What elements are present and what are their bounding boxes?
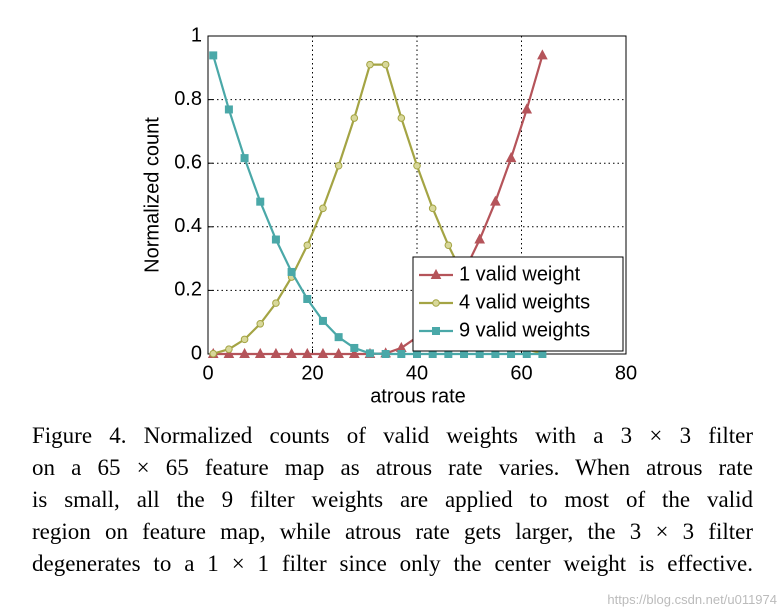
marker bbox=[319, 204, 327, 213]
legend-label: 1 valid weight bbox=[459, 263, 581, 285]
marker bbox=[254, 347, 266, 358]
marker bbox=[522, 350, 531, 358]
marker bbox=[209, 349, 218, 358]
marker bbox=[272, 299, 280, 307]
marker bbox=[286, 347, 297, 358]
caption-line: is small, all the 9 filter weights are a… bbox=[32, 487, 753, 512]
marker bbox=[271, 235, 280, 244]
y-axis-label: Normalized count bbox=[141, 117, 163, 273]
marker bbox=[365, 349, 374, 358]
marker bbox=[209, 51, 218, 60]
y-tick-label: 0 bbox=[191, 342, 202, 364]
x-tick-label: 80 bbox=[615, 362, 637, 384]
marker bbox=[301, 347, 313, 358]
marker bbox=[256, 197, 265, 206]
marker bbox=[223, 347, 235, 358]
marker bbox=[507, 350, 516, 358]
marker bbox=[475, 350, 484, 358]
marker bbox=[430, 268, 442, 279]
marker bbox=[350, 343, 359, 352]
chart: atrous rate Normalized count 0 0.2 0.4 0.6 0… bbox=[141, 24, 637, 407]
marker bbox=[491, 350, 500, 358]
marker bbox=[333, 347, 344, 358]
marker bbox=[303, 294, 312, 303]
series-line bbox=[212, 55, 543, 356]
marker bbox=[521, 103, 533, 114]
y-tick-label: 0.6 bbox=[174, 151, 202, 173]
marker bbox=[538, 350, 547, 358]
y-tick-label: 1 bbox=[191, 24, 202, 46]
marker bbox=[334, 333, 343, 342]
marker bbox=[366, 60, 374, 69]
legend-label: 4 valid weights bbox=[459, 291, 590, 313]
marker bbox=[240, 335, 249, 344]
marker bbox=[287, 267, 296, 276]
marker bbox=[239, 347, 250, 358]
marker bbox=[432, 327, 440, 335]
marker bbox=[413, 350, 421, 358]
marker bbox=[505, 152, 517, 163]
marker bbox=[490, 195, 501, 206]
marker bbox=[460, 350, 469, 358]
y-tick-label: 0.2 bbox=[174, 279, 202, 301]
marker bbox=[256, 319, 265, 328]
x-axis-label: atrous rate bbox=[370, 385, 466, 407]
marker bbox=[224, 105, 233, 114]
legend: 1 valid weight 4 valid weights 9 valid wei… bbox=[412, 256, 624, 352]
marker bbox=[413, 161, 421, 170]
marker bbox=[350, 114, 359, 122]
marker bbox=[397, 114, 406, 122]
watermark: https://blog.csdn.net/u011974 bbox=[607, 592, 777, 607]
y-tick-label: 0.8 bbox=[174, 88, 202, 110]
marker bbox=[381, 60, 390, 69]
marker bbox=[428, 204, 437, 213]
marker bbox=[225, 345, 233, 354]
marker bbox=[334, 161, 343, 170]
marker bbox=[348, 347, 360, 358]
marker bbox=[317, 347, 329, 358]
marker bbox=[444, 350, 453, 358]
caption-line: degenerates to a 1 × 1 filter since only… bbox=[32, 551, 753, 576]
x-tick-label: 60 bbox=[510, 362, 532, 384]
x-tick-label: 20 bbox=[301, 362, 323, 384]
caption-line: on a 65 × 65 feature map as atrous rate … bbox=[32, 455, 753, 480]
x-tick-label: 0 bbox=[202, 362, 213, 384]
marker bbox=[318, 316, 327, 325]
legend-label: 9 valid weights bbox=[459, 319, 590, 341]
x-tick-label: 40 bbox=[406, 362, 428, 384]
caption: Figure 4. Normalized counts of valid wei… bbox=[32, 420, 753, 580]
marker bbox=[474, 233, 486, 244]
caption-line: Figure 4. Normalized counts of valid wei… bbox=[32, 423, 753, 448]
y-tick-label: 0.4 bbox=[174, 215, 202, 237]
marker bbox=[270, 347, 282, 358]
marker bbox=[381, 350, 390, 358]
marker bbox=[397, 350, 406, 358]
marker bbox=[537, 49, 548, 60]
marker bbox=[432, 299, 440, 307]
marker bbox=[428, 350, 437, 358]
caption-line: region on feature map, while atrous rate… bbox=[32, 519, 753, 544]
marker bbox=[444, 241, 453, 250]
marker bbox=[240, 154, 249, 163]
marker bbox=[303, 241, 312, 250]
